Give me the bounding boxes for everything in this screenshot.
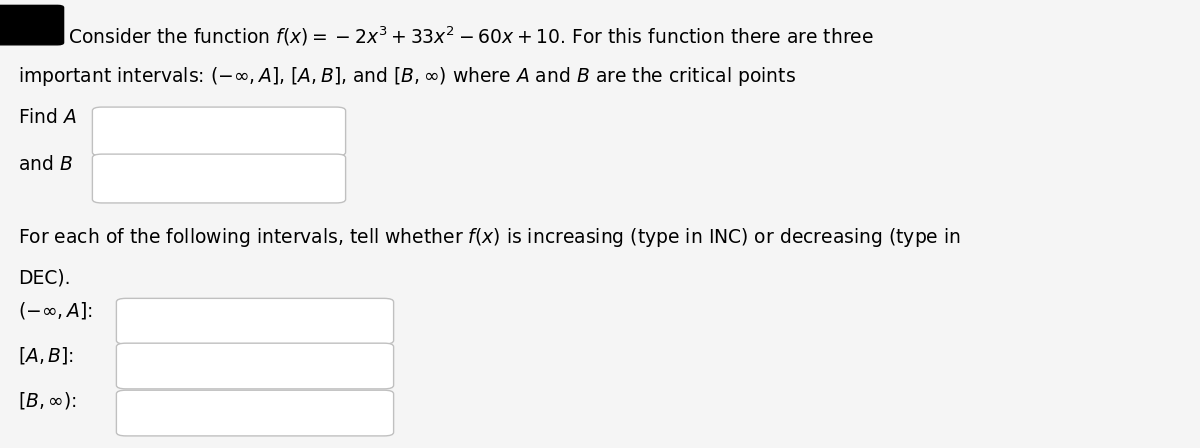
Text: $[B, \infty)$:: $[B, \infty)$: <box>18 390 77 411</box>
FancyBboxPatch shape <box>116 390 394 436</box>
FancyBboxPatch shape <box>116 343 394 389</box>
FancyBboxPatch shape <box>92 107 346 156</box>
Text: Consider the function $f(x) = -2x^3 + 33x^2 - 60x + 10$. For this function there: Consider the function $f(x) = -2x^3 + 33… <box>68 25 875 48</box>
FancyBboxPatch shape <box>0 5 64 45</box>
Text: and $B$: and $B$ <box>18 155 73 173</box>
Text: Find $A$: Find $A$ <box>18 108 77 126</box>
FancyBboxPatch shape <box>92 154 346 203</box>
FancyBboxPatch shape <box>116 298 394 344</box>
Text: For each of the following intervals, tell whether $f(x)$ is increasing (type in : For each of the following intervals, tel… <box>18 226 961 249</box>
Text: important intervals: $(-\infty, A]$, $[A, B]$, and $[B, \infty)$ where $A$ and $: important intervals: $(-\infty, A]$, $[A… <box>18 65 796 88</box>
Text: $(-\infty, A]$:: $(-\infty, A]$: <box>18 300 92 321</box>
Text: $[A, B]$:: $[A, B]$: <box>18 345 74 366</box>
Text: DEC).: DEC). <box>18 269 71 288</box>
